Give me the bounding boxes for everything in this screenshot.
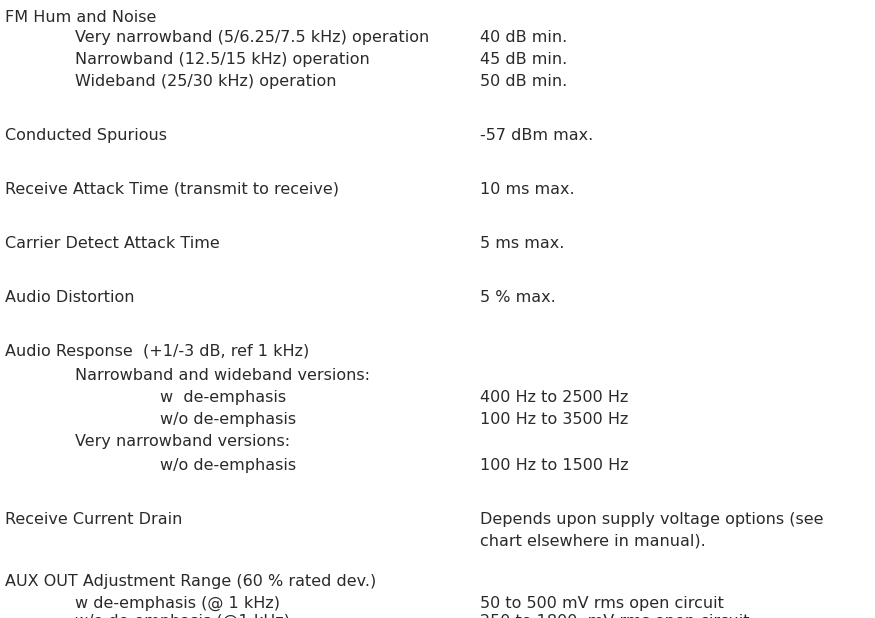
Text: 250 to 1800  mV rms open circuit: 250 to 1800 mV rms open circuit [480,614,750,618]
Text: 40 dB min.: 40 dB min. [480,30,567,45]
Text: 5 % max.: 5 % max. [480,290,556,305]
Text: Wideband (25/30 kHz) operation: Wideband (25/30 kHz) operation [75,74,337,89]
Text: 400 Hz to 2500 Hz: 400 Hz to 2500 Hz [480,390,628,405]
Text: Receive Current Drain: Receive Current Drain [5,512,182,527]
Text: Carrier Detect Attack Time: Carrier Detect Attack Time [5,236,220,251]
Text: Conducted Spurious: Conducted Spurious [5,128,167,143]
Text: w/o de-emphasis: w/o de-emphasis [160,412,296,427]
Text: 5 ms max.: 5 ms max. [480,236,564,251]
Text: Receive Attack Time (transmit to receive): Receive Attack Time (transmit to receive… [5,182,339,197]
Text: Audio Distortion: Audio Distortion [5,290,135,305]
Text: Depends upon supply voltage options (see: Depends upon supply voltage options (see [480,512,823,527]
Text: Narrowband and wideband versions:: Narrowband and wideband versions: [75,368,370,383]
Text: w  de-emphasis: w de-emphasis [160,390,286,405]
Text: 100 Hz to 1500 Hz: 100 Hz to 1500 Hz [480,458,628,473]
Text: 100 Hz to 3500 Hz: 100 Hz to 3500 Hz [480,412,628,427]
Text: Audio Response  (+1/-3 dB, ref 1 kHz): Audio Response (+1/-3 dB, ref 1 kHz) [5,344,309,359]
Text: w/o de-emphasis: w/o de-emphasis [160,458,296,473]
Text: 45 dB min.: 45 dB min. [480,52,567,67]
Text: Very narrowband (5/6.25/7.5 kHz) operation: Very narrowband (5/6.25/7.5 kHz) operati… [75,30,430,45]
Text: chart elsewhere in manual).: chart elsewhere in manual). [480,534,706,549]
Text: AUX OUT Adjustment Range (60 % rated dev.): AUX OUT Adjustment Range (60 % rated dev… [5,574,376,589]
Text: Very narrowband versions:: Very narrowband versions: [75,434,290,449]
Text: FM Hum and Noise: FM Hum and Noise [5,10,157,25]
Text: w/o de-emphasis (@1 kHz): w/o de-emphasis (@1 kHz) [75,614,290,618]
Text: w de-emphasis (@ 1 kHz): w de-emphasis (@ 1 kHz) [75,596,280,611]
Text: -57 dBm max.: -57 dBm max. [480,128,593,143]
Text: 50 to 500 mV rms open circuit: 50 to 500 mV rms open circuit [480,596,724,611]
Text: 10 ms max.: 10 ms max. [480,182,575,197]
Text: 50 dB min.: 50 dB min. [480,74,567,89]
Text: Narrowband (12.5/15 kHz) operation: Narrowband (12.5/15 kHz) operation [75,52,370,67]
